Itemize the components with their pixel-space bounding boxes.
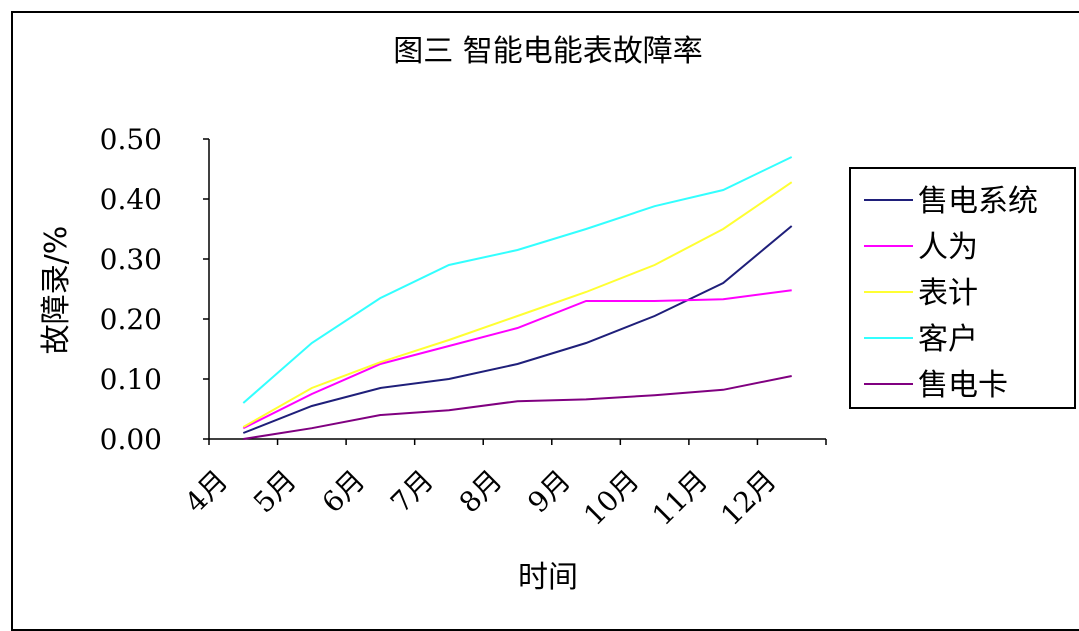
y-tick-label: 0.40: [100, 183, 162, 216]
y-axis-title: 故障录/%: [39, 226, 74, 355]
y-tick-label: 0.50: [100, 123, 162, 156]
series-line: [243, 375, 792, 440]
x-tick-label: 5月: [247, 464, 303, 520]
legend-label: 人为: [918, 230, 978, 265]
x-tick-labels: 4月 5月 6月 7月 8月 9月 10月 11月 12月: [178, 464, 782, 532]
x-axis-title: 时间: [518, 560, 578, 595]
x-tick-label: 6月: [316, 464, 372, 520]
legend-label: 客户: [918, 322, 978, 357]
x-tick-label: 10月: [577, 464, 645, 532]
series-line: [242, 225, 793, 434]
series-line: [242, 181, 793, 428]
x-tick-label: 7月: [384, 464, 440, 520]
legend-label: 售电系统: [918, 184, 1038, 219]
y-tick-label: 0.20: [100, 303, 162, 336]
series-lines: [242, 156, 793, 440]
x-tick-label: 12月: [714, 464, 782, 532]
y-tick-label: 0.10: [100, 363, 162, 396]
legend-label: 表计: [918, 276, 978, 311]
axes: [203, 138, 827, 445]
y-tick-label: 0.30: [100, 243, 162, 276]
series-line: [242, 156, 793, 404]
y-tick-labels: 0.00 0.10 0.20 0.30 0.40 0.50: [100, 123, 162, 456]
legend-box: [849, 167, 1076, 409]
x-tick-label: 8月: [453, 464, 509, 520]
x-tick-label: 4月: [178, 464, 234, 520]
legend-label: 售电卡: [918, 368, 1008, 403]
x-tick-label: 9月: [521, 464, 577, 520]
chart-title: 图三 智能电能表故障率: [393, 34, 703, 69]
series-line: [242, 289, 792, 430]
y-tick-label: 0.00: [100, 423, 162, 456]
x-tick-label: 11月: [646, 464, 714, 532]
